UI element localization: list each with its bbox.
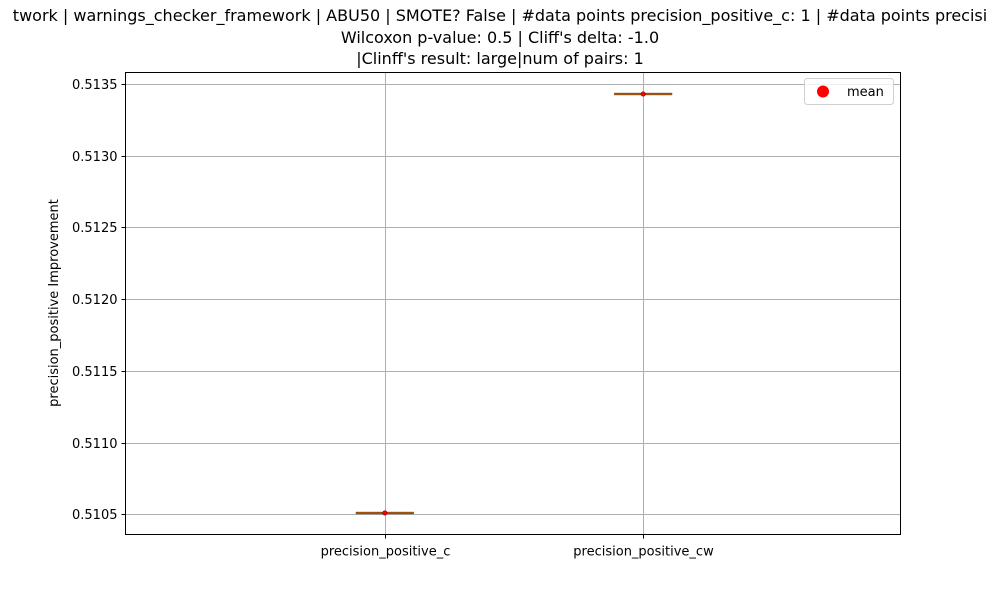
y-axis-label: precision_positive Improvement [47,199,62,407]
x-tick-label: precision_positive_c [321,545,451,560]
y-tick-label: 0.5125 [72,221,118,236]
chart-title-line-3: |Clinff's result: large|num of pairs: 1 [356,49,644,68]
y-tick-label: 0.5135 [72,78,118,93]
mean-marker [640,91,646,97]
plot-marks [355,91,673,516]
chart-title-line-2: Wilcoxon p-value: 0.5 | Cliff's delta: -… [340,28,660,47]
chart-title-line-1: twork | warnings_checker_framework | ABU… [12,6,988,25]
mean-marker [382,510,388,516]
legend-mean-marker [817,85,829,98]
y-tick-label: 0.5120 [72,293,118,308]
x-tick-label: precision_positive_cw [573,545,714,560]
grid-lines [125,72,901,535]
y-tick-label: 0.5110 [72,437,118,452]
y-axis-ticks: 0.5105 0.5110 0.5115 0.5120 0.5125 0.5130 0.51… [72,78,126,523]
y-tick-label: 0.5115 [72,365,118,380]
plot-area-frame [125,72,901,535]
legend: mean [804,78,894,105]
x-axis-ticks: precision_positive_c precision_positive_c… [321,534,714,560]
y-tick-label: 0.5130 [72,150,118,165]
legend-box [804,78,894,105]
legend-label: mean [847,85,884,100]
y-tick-label: 0.5105 [72,508,118,523]
